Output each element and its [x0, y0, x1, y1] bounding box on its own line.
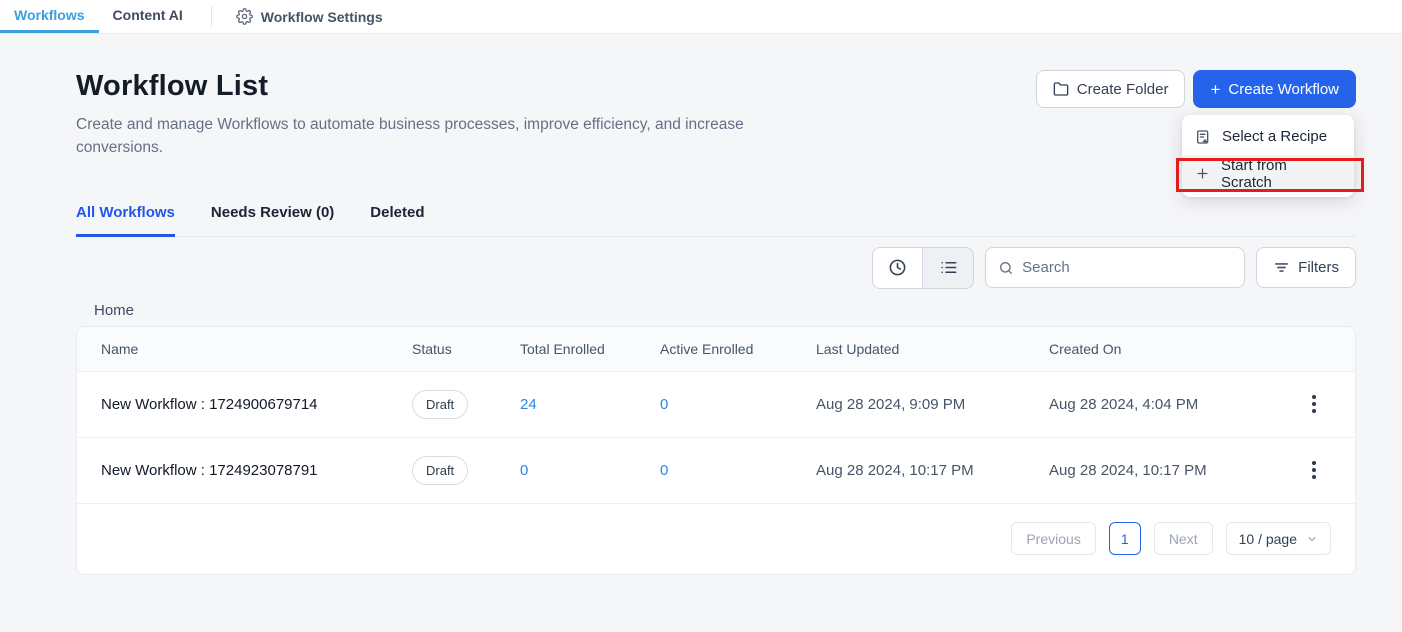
page-size-select[interactable]: 10 / page — [1225, 522, 1331, 555]
pagination: Previous 1 Next 10 / page — [77, 504, 1355, 574]
plus-icon — [1195, 166, 1210, 181]
nav-workflow-settings[interactable]: Workflow Settings — [226, 0, 393, 33]
column-header-created-on: Created On — [1049, 340, 1122, 357]
column-header-total-enrolled: Total Enrolled — [520, 340, 605, 357]
filter-icon — [1273, 259, 1290, 276]
view-toggle — [872, 246, 975, 289]
total-enrolled-link[interactable]: 24 — [520, 395, 537, 413]
created-on-value: Aug 28 2024, 10:17 PM — [1049, 461, 1207, 479]
page-number-button[interactable]: 1 — [1108, 522, 1141, 555]
last-updated-value: Aug 28 2024, 9:09 PM — [816, 395, 966, 413]
history-view-button[interactable] — [873, 247, 924, 288]
page-header: Workflow List Create and manage Workflow… — [76, 70, 1364, 197]
total-enrolled-link[interactable]: 0 — [520, 461, 529, 479]
list-view-button[interactable] — [923, 248, 973, 288]
top-nav-bar: Workflows Content AI Workflow Settings — [0, 0, 1402, 34]
recipe-icon — [1195, 129, 1211, 145]
breadcrumb[interactable]: Home — [94, 301, 135, 319]
create-workflow-menu: Select a Recipe Start from Scratch — [1176, 115, 1364, 197]
search-icon — [998, 260, 1014, 276]
nav-tab-workflows-label: Workflows — [14, 7, 85, 23]
workflow-table: Name Status Total Enrolled Active Enroll… — [76, 325, 1356, 575]
previous-page-button[interactable]: Previous — [1011, 522, 1096, 555]
filters-button[interactable]: Filters — [1256, 247, 1356, 288]
column-header-status: Status — [412, 340, 452, 357]
header-actions: Create Folder + Create Workflow Select a… — [1035, 70, 1364, 197]
page-header-text: Workflow List Create and manage Workflow… — [76, 70, 821, 160]
menu-item-start-from-scratch-label: Start from Scratch — [1221, 156, 1287, 191]
nav-tab-content-ai[interactable]: Content AI — [99, 0, 197, 33]
table-row: New Workflow : 1724900679714 Draft 24 0 … — [77, 372, 1355, 438]
tab-all-workflows[interactable]: All Workflows — [76, 204, 175, 237]
tab-needs-review[interactable]: Needs Review (0) — [211, 204, 334, 237]
column-header-name: Name — [101, 340, 139, 357]
gear-icon — [235, 8, 253, 25]
list-toolbar: Filters — [76, 246, 1356, 289]
search-box — [985, 247, 1246, 288]
column-header-active-enrolled: Active Enrolled — [660, 340, 754, 357]
status-badge: Draft — [412, 455, 469, 485]
active-enrolled-link[interactable]: 0 — [660, 395, 669, 413]
clock-icon — [888, 258, 907, 277]
workflow-name-link[interactable]: New Workflow : 1724900679714 — [101, 395, 318, 413]
list-icon — [939, 258, 958, 277]
page-title: Workflow List — [76, 70, 269, 102]
table-row: New Workflow : 1724923078791 Draft 0 0 A… — [77, 438, 1355, 504]
tab-needs-review-label: Needs Review (0) — [210, 203, 335, 221]
page-subtitle: Create and manage Workflows to automate … — [76, 116, 744, 157]
status-cell: Draft — [412, 455, 520, 485]
folder-icon — [1053, 81, 1069, 97]
nav-tab-content-ai-label: Content AI — [112, 7, 183, 23]
tab-deleted-label: Deleted — [370, 203, 425, 221]
created-on-value: Aug 28 2024, 4:04 PM — [1049, 395, 1199, 413]
main-content: Workflow List Create and manage Workflow… — [0, 70, 1402, 575]
status-badge: Draft — [412, 389, 469, 419]
nav-workflow-settings-label: Workflow Settings — [260, 8, 383, 25]
create-folder-button[interactable]: Create Folder — [1035, 70, 1186, 108]
table-header-row: Name Status Total Enrolled Active Enroll… — [77, 326, 1355, 372]
create-folder-label: Create Folder — [1076, 80, 1169, 98]
create-workflow-label: Create Workflow — [1228, 80, 1339, 98]
status-cell: Draft — [412, 389, 520, 419]
plus-icon: + — [1210, 79, 1221, 99]
page-size-label: 10 / page — [1238, 530, 1297, 547]
active-enrolled-link[interactable]: 0 — [660, 461, 669, 479]
nav-divider — [210, 6, 212, 27]
next-page-button[interactable]: Next — [1153, 522, 1213, 555]
create-workflow-wrap: + Create Workflow Select a Recipe — [1176, 70, 1364, 197]
column-header-last-updated: Last Updated — [816, 340, 900, 357]
workflow-name-link[interactable]: New Workflow : 1724923078791 — [101, 461, 318, 479]
chevron-down-icon — [1306, 533, 1318, 545]
create-workflow-button[interactable]: + Create Workflow — [1193, 70, 1356, 108]
row-actions-kebab-icon[interactable] — [1304, 457, 1324, 483]
filters-label: Filters — [1298, 259, 1339, 276]
menu-item-start-from-scratch[interactable]: Start from Scratch — [1182, 155, 1354, 192]
menu-item-select-a-recipe-label: Select a Recipe — [1222, 128, 1328, 145]
last-updated-value: Aug 28 2024, 10:17 PM — [816, 461, 974, 479]
workflow-tabs: All Workflows Needs Review (0) Deleted — [76, 204, 1356, 237]
menu-item-select-a-recipe[interactable]: Select a Recipe — [1182, 118, 1354, 155]
nav-tab-workflows[interactable]: Workflows — [0, 0, 99, 33]
row-actions-kebab-icon[interactable] — [1304, 391, 1324, 417]
search-input[interactable] — [1022, 259, 1233, 276]
tab-all-workflows-label: All Workflows — [76, 203, 175, 221]
tab-deleted[interactable]: Deleted — [370, 204, 424, 237]
